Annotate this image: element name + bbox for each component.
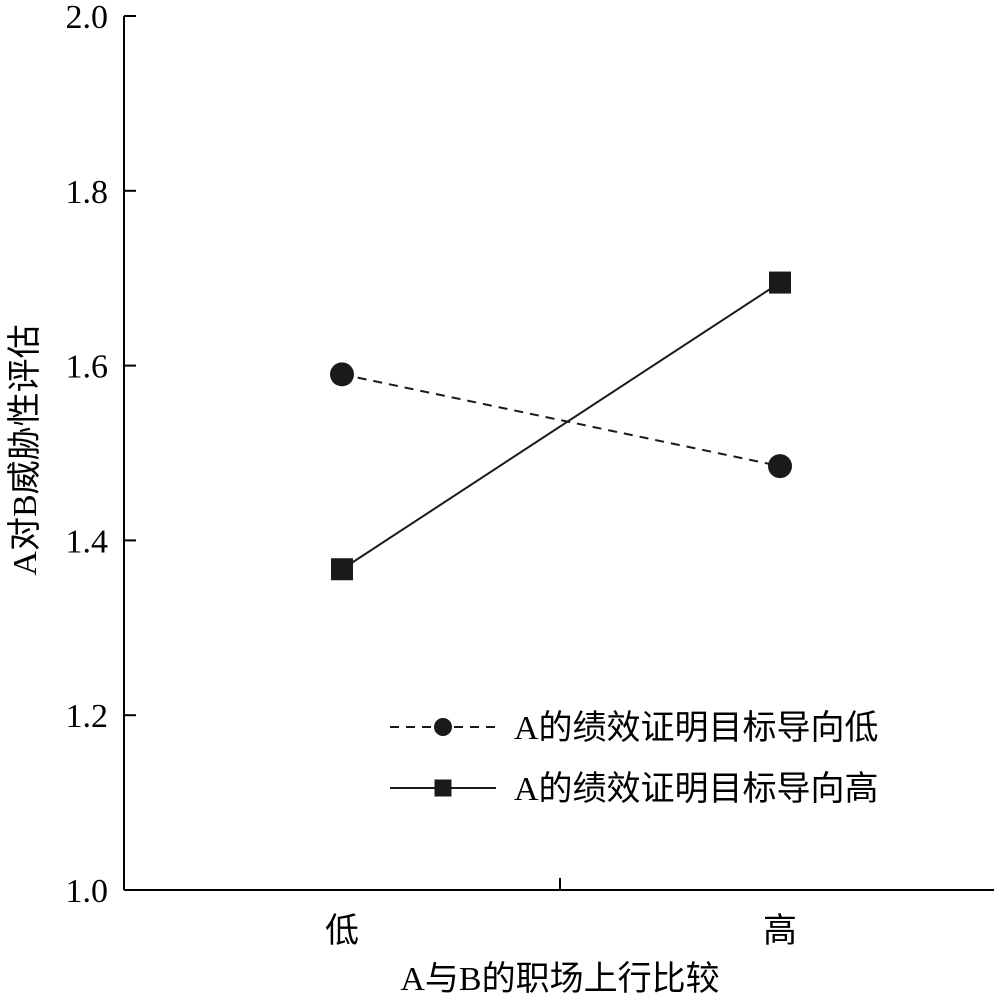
y-tick-label: 1.6 xyxy=(66,349,109,386)
y-tick-label: 1.8 xyxy=(66,174,109,211)
series-1-point xyxy=(768,454,792,479)
legend-square-marker xyxy=(434,779,452,797)
y-ticks: 1.0 1.2 1.4 1.6 1.8 2.0 xyxy=(66,0,136,910)
legend: A的绩效证明目标导向低 A的绩效证明目标导向高 xyxy=(390,709,879,808)
series-1-line xyxy=(341,373,781,468)
legend-circle-marker xyxy=(434,718,452,736)
x-ticks: 低高 xyxy=(325,878,797,950)
series xyxy=(330,271,792,581)
series-1 xyxy=(330,362,792,479)
x-tick-label: 高 xyxy=(763,912,797,950)
legend-label: A的绩效证明目标导向低 xyxy=(514,709,879,747)
legend-item-2: A的绩效证明目标导向高 xyxy=(390,770,879,808)
y-tick-label: 1.0 xyxy=(66,873,109,910)
axes xyxy=(123,16,994,891)
series-1-point xyxy=(330,362,354,387)
y-tick-label: 1.4 xyxy=(66,523,109,560)
legend-label: A的绩效证明目标导向高 xyxy=(514,770,879,808)
y-axis-title: A对B威胁性评估 xyxy=(6,324,44,575)
y-tick-label: 2.0 xyxy=(66,0,109,36)
series-2-point xyxy=(769,271,791,294)
x-tick-label: 低 xyxy=(325,913,359,950)
series-2-point xyxy=(331,558,353,581)
series-2-line xyxy=(341,281,781,571)
y-tick-label: 1.2 xyxy=(66,698,109,735)
legend-item-1: A的绩效证明目标导向低 xyxy=(390,709,879,747)
series-2 xyxy=(331,271,791,581)
x-axis-title: A与B的职场上行比较 xyxy=(400,960,719,998)
